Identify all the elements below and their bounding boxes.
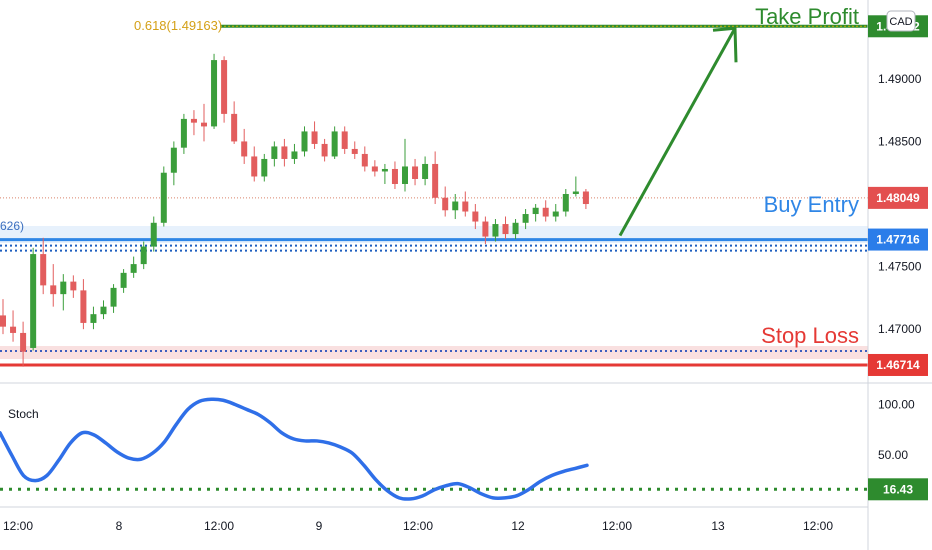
candle bbox=[442, 186, 448, 216]
candle bbox=[271, 141, 277, 166]
stoch-tick-label: 100.00 bbox=[878, 397, 915, 411]
candle bbox=[261, 154, 267, 182]
candle bbox=[322, 139, 328, 162]
candle bbox=[362, 146, 368, 171]
stop-loss-zone bbox=[0, 346, 868, 359]
time-tick-label: 12:00 bbox=[3, 519, 33, 533]
candle bbox=[161, 166, 167, 226]
price-tick-label: 1.48500 bbox=[878, 134, 922, 148]
candle bbox=[221, 56, 227, 122]
svg-text:1.48049: 1.48049 bbox=[876, 191, 920, 205]
time-tick-label: 12:00 bbox=[803, 519, 833, 533]
svg-text:1.46714: 1.46714 bbox=[876, 358, 920, 372]
time-tick-label: 12:00 bbox=[204, 519, 234, 533]
candle bbox=[543, 200, 549, 221]
candle bbox=[533, 204, 539, 222]
stop-loss-label: Stop Loss bbox=[761, 323, 859, 348]
price-pane: 0.618(1.49163) 626) Take Profit Buy Entry St… bbox=[0, 4, 868, 367]
candle bbox=[342, 126, 348, 154]
stoch-level-badge: 16.43 bbox=[868, 478, 928, 500]
time-axis: 12:00 8 12:00 9 12:00 12 12:00 13 12:00 bbox=[3, 519, 833, 533]
candle bbox=[0, 299, 6, 334]
candle bbox=[191, 110, 197, 135]
time-tick-label: 9 bbox=[316, 519, 323, 533]
candle bbox=[101, 300, 107, 319]
candle bbox=[432, 151, 438, 204]
candle bbox=[181, 114, 187, 154]
candle bbox=[60, 274, 66, 310]
stoch-pane: Stoch 100.00 50.00 16.43 bbox=[0, 397, 928, 500]
candle bbox=[382, 164, 388, 184]
current-price-badge: 1.48049 bbox=[868, 187, 928, 209]
svg-text:16.43: 16.43 bbox=[883, 482, 913, 496]
candle bbox=[281, 139, 287, 167]
candle bbox=[573, 176, 579, 196]
buy-entry-label: Buy Entry bbox=[764, 192, 859, 217]
candle bbox=[583, 189, 589, 209]
candle bbox=[312, 121, 318, 149]
fib-label: 0.618(1.49163) bbox=[134, 18, 222, 33]
candle bbox=[553, 204, 559, 222]
candle bbox=[70, 275, 76, 298]
candle bbox=[352, 141, 358, 159]
stoch-tick-label: 50.00 bbox=[878, 448, 908, 462]
price-tick-label: 1.47500 bbox=[878, 260, 922, 274]
stop-loss-badge: 1.46714 bbox=[868, 354, 928, 376]
candle bbox=[472, 204, 478, 229]
time-tick-label: 8 bbox=[116, 519, 123, 533]
candle bbox=[241, 129, 247, 164]
candle bbox=[462, 192, 468, 217]
candle bbox=[111, 284, 117, 313]
candle bbox=[171, 141, 177, 185]
svg-text:CAD: CAD bbox=[889, 16, 912, 28]
price-tick-label: 1.49000 bbox=[878, 72, 922, 86]
currency-badge[interactable]: CAD bbox=[887, 11, 915, 31]
candle bbox=[151, 217, 157, 252]
candle bbox=[20, 322, 26, 367]
stoch-label: Stoch bbox=[8, 407, 39, 421]
candle bbox=[30, 248, 36, 351]
candle bbox=[211, 54, 217, 129]
candle bbox=[372, 160, 378, 176]
candle bbox=[291, 144, 297, 164]
candle bbox=[231, 101, 237, 144]
candle bbox=[422, 156, 428, 185]
candle bbox=[131, 257, 137, 278]
candle bbox=[563, 189, 569, 217]
svg-text:1.47716: 1.47716 bbox=[876, 233, 920, 247]
candle bbox=[392, 161, 398, 189]
candle bbox=[121, 269, 127, 293]
candle bbox=[90, 307, 96, 330]
candle bbox=[201, 104, 207, 142]
time-tick-label: 12:00 bbox=[602, 519, 632, 533]
time-tick-label: 12:00 bbox=[403, 519, 433, 533]
buy-entry-badge: 1.47716 bbox=[868, 229, 928, 251]
price-tick-label: 1.47000 bbox=[878, 322, 922, 336]
candles-group bbox=[0, 54, 589, 367]
candle bbox=[10, 310, 16, 341]
time-tick-label: 13 bbox=[711, 519, 725, 533]
target-arrow bbox=[620, 28, 735, 235]
candle bbox=[332, 126, 338, 159]
candle bbox=[402, 139, 408, 192]
candle bbox=[251, 146, 257, 181]
take-profit-label: Take Profit bbox=[755, 4, 859, 29]
time-tick-label: 12 bbox=[511, 519, 525, 533]
stoch-line bbox=[0, 399, 587, 499]
candle bbox=[80, 279, 86, 329]
candle bbox=[50, 264, 56, 307]
candle bbox=[412, 159, 418, 185]
cut-off-label: 626) bbox=[0, 219, 24, 233]
candle bbox=[302, 126, 308, 156]
